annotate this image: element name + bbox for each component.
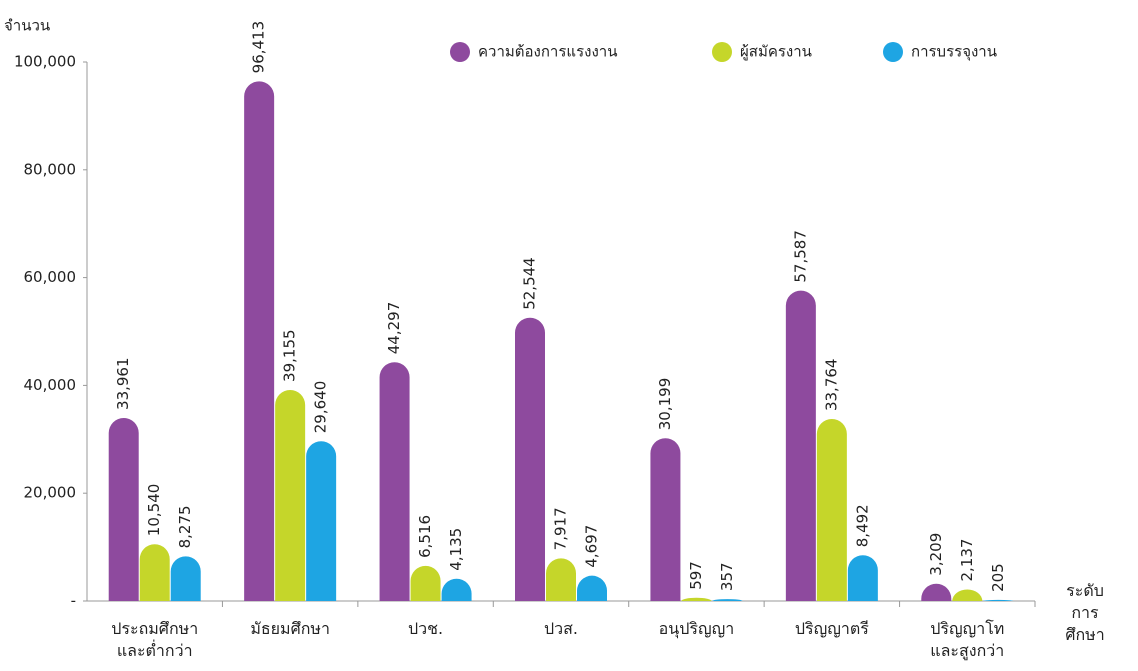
- value-label: 29,640: [312, 381, 330, 434]
- x-tick-label: ปวช.: [408, 619, 444, 638]
- bar: [546, 558, 576, 601]
- x-tick-label: ปริญญาโท และสูงกว่า: [930, 619, 1005, 660]
- bar: [921, 583, 952, 601]
- x-tick-label: อนุปริญญา: [658, 619, 735, 638]
- bar: [275, 389, 306, 601]
- y-tick-label: 40,000: [24, 376, 77, 394]
- value-label: 30,199: [656, 378, 674, 431]
- legend-swatch: [450, 42, 470, 62]
- value-label: 8,492: [853, 504, 871, 547]
- bar: [441, 578, 472, 601]
- legend-swatch: [712, 42, 732, 62]
- legend-label: ผู้สมัครงาน: [740, 43, 812, 61]
- x-tick-label: มัธยมศึกษา: [250, 619, 330, 638]
- bar: [577, 575, 607, 601]
- x-axis-label: ระดับ การศึกษา: [1065, 581, 1105, 644]
- value-label: 597: [687, 561, 705, 590]
- y-tick-label: 60,000: [24, 268, 77, 286]
- bar: [139, 544, 170, 601]
- bar: [650, 438, 681, 601]
- x-tick-label: ประถมศึกษา และต่ำกว่า: [111, 619, 199, 660]
- value-label: 8,275: [176, 505, 194, 548]
- value-label: 39,155: [281, 329, 299, 382]
- bar: [379, 362, 410, 601]
- value-label: 3,209: [927, 533, 945, 576]
- bar: [515, 317, 545, 601]
- value-label: 57,587: [791, 230, 809, 283]
- value-label: 4,697: [583, 525, 601, 568]
- legend-swatch: [883, 42, 903, 62]
- bar: [306, 441, 337, 601]
- bar: [712, 599, 743, 601]
- y-tick-label: 80,000: [24, 160, 77, 178]
- value-label: 44,297: [385, 302, 403, 355]
- x-tick-label: ปริญญาตรี: [794, 619, 869, 638]
- bar: [847, 555, 878, 601]
- bar: [785, 290, 816, 601]
- bar: [244, 81, 275, 602]
- value-label: 7,917: [552, 507, 570, 550]
- legend-label: ความต้องการแรงงาน: [478, 43, 617, 61]
- bar: [816, 419, 847, 601]
- bar: [170, 556, 201, 601]
- value-label: 33,961: [114, 357, 132, 410]
- bar: [983, 599, 1014, 601]
- y-axis-label: จำนวน: [4, 17, 50, 35]
- value-label: 33,764: [822, 359, 840, 412]
- value-label: 6,516: [416, 515, 434, 558]
- x-tick-label: ปวส.: [544, 619, 578, 638]
- y-tick-label: 20,000: [24, 484, 77, 502]
- bar: [108, 417, 139, 601]
- value-label: 205: [989, 563, 1007, 592]
- legend-label: การบรรจุงาน: [911, 43, 997, 62]
- value-label: 52,544: [521, 257, 539, 310]
- value-label: 4,135: [447, 528, 465, 571]
- value-label: 10,540: [145, 484, 163, 537]
- value-label: 96,413: [250, 21, 268, 74]
- bar: [952, 589, 983, 601]
- bar: [410, 565, 441, 601]
- value-label: 2,137: [958, 539, 976, 582]
- bar: [681, 597, 712, 601]
- y-tick-label: 100,000: [14, 53, 76, 71]
- y-tick-label: -: [71, 592, 76, 610]
- value-label: 357: [718, 562, 736, 591]
